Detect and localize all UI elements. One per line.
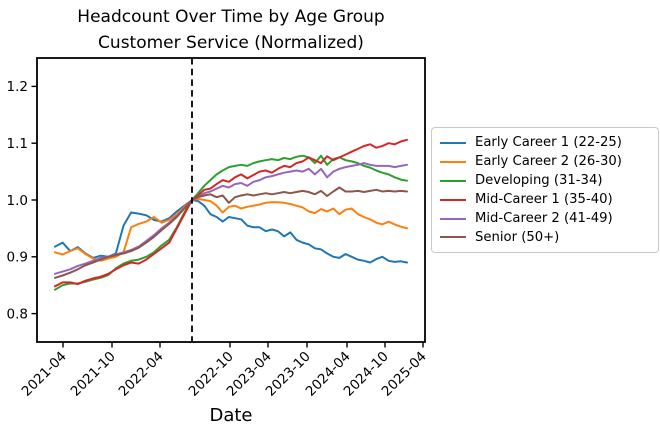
legend-swatch-line (440, 179, 466, 182)
legend-swatch-line (440, 198, 466, 201)
x-tick-label: 2021-10 (68, 349, 119, 400)
series-line-early-career-1-22-25- (54, 199, 408, 264)
legend: Early Career 1 (22-25) Early Career 2 (26… (431, 127, 659, 254)
x-tick-label: 2022-04 (116, 349, 167, 400)
legend-item: Mid-Career 1 (35-40) (440, 190, 650, 209)
series-line-early-career-2-26-30- (54, 197, 408, 262)
x-tick-label: 2021-04 (19, 349, 70, 400)
legend-item-label: Early Career 2 (26-30) (475, 154, 622, 170)
legend-item-label: Senior (50+) (475, 229, 560, 245)
y-tick-label: 0.9 (7, 250, 28, 266)
legend-item: Early Career 1 (22-25) (440, 134, 650, 153)
legend-swatch-line (440, 141, 466, 144)
y-tick-label: 1.0 (7, 193, 28, 209)
chart-title-block: Headcount Over Time by Age Group Custome… (1, 5, 461, 56)
legend-item-label: Early Career 1 (22-25) (475, 135, 622, 151)
series-line-mid-career-1-35-40- (54, 138, 408, 288)
legend-item-label: Mid-Career 1 (35-40) (475, 192, 613, 208)
legend-item: Senior (50+) (440, 228, 650, 247)
legend-item: Developing (31-34) (440, 171, 650, 190)
y-tick-label: 1.1 (7, 136, 28, 152)
legend-swatch-line (440, 236, 466, 239)
legend-item-label: Developing (31-34) (475, 173, 603, 189)
legend-swatch-line (440, 160, 466, 163)
x-axis-label: Date (209, 405, 252, 426)
chart-title: Headcount Over Time by Age Group (77, 7, 385, 27)
series-line-senior-50- (54, 186, 408, 279)
legend-item: Mid-Career 2 (41-49) (440, 209, 650, 228)
legend-item: Early Career 2 (26-30) (440, 152, 650, 171)
legend-swatch-line (440, 217, 466, 220)
y-tick-label: 0.8 (7, 306, 28, 322)
y-tick-label: 1.2 (7, 79, 28, 95)
legend-item-label: Mid-Career 2 (41-49) (475, 211, 613, 226)
chart-subtitle: Customer Service (Normalized) (98, 32, 364, 53)
series-line-developing-31-34- (54, 154, 408, 291)
